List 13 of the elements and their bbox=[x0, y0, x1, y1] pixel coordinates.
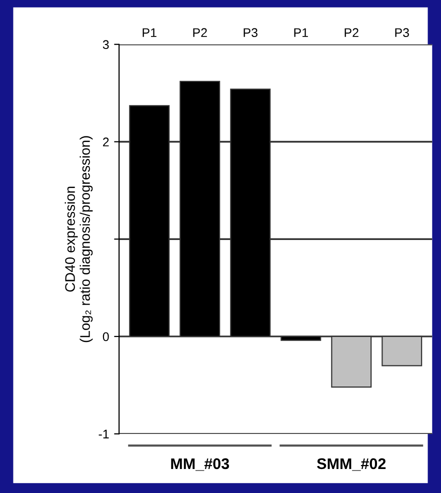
y-tick-label: -1 bbox=[98, 430, 109, 438]
x-tick-label: P2 bbox=[193, 28, 207, 37]
x-tick-label: P1 bbox=[294, 28, 308, 37]
y-tick-label: 3 bbox=[102, 40, 109, 50]
y-tick-label: 2 bbox=[103, 138, 109, 146]
text: SMM_#02 bbox=[317, 458, 386, 471]
y-axis-title: CD40 expression (Log₂ ratio diagnosis/progression) bbox=[64, 136, 93, 342]
x-tick-label: P2 bbox=[344, 28, 358, 37]
x-tick-label: P3 bbox=[244, 28, 258, 38]
text: MM_#03 bbox=[171, 458, 230, 471]
x-tick-label: P3 bbox=[395, 28, 409, 38]
x-tick-label: P1 bbox=[142, 28, 156, 37]
y-tick-label: 0 bbox=[102, 332, 109, 342]
